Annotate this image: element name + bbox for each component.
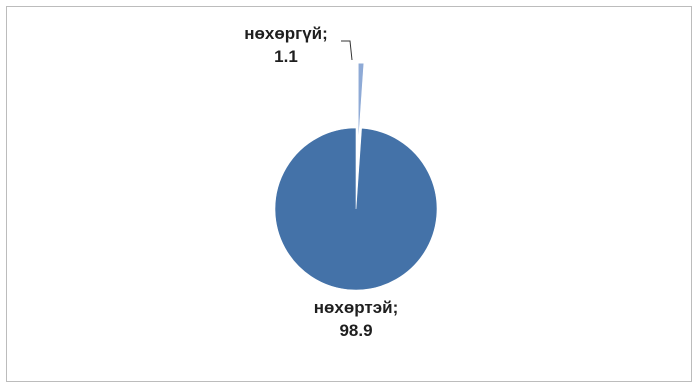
pie-slices [274,62,438,291]
pie-slice-nohortei [274,127,438,291]
label-name-nohortei: нөхөртэй; [314,298,398,317]
label-name-nohorgui: нөхөргүй; [244,24,328,43]
label-value-nohortei: 98.9 [339,321,372,340]
label-value-nohorgui: 1.1 [274,47,298,66]
leader-line-small-slice [341,40,353,61]
pie-slice-nohorgui [357,62,365,145]
